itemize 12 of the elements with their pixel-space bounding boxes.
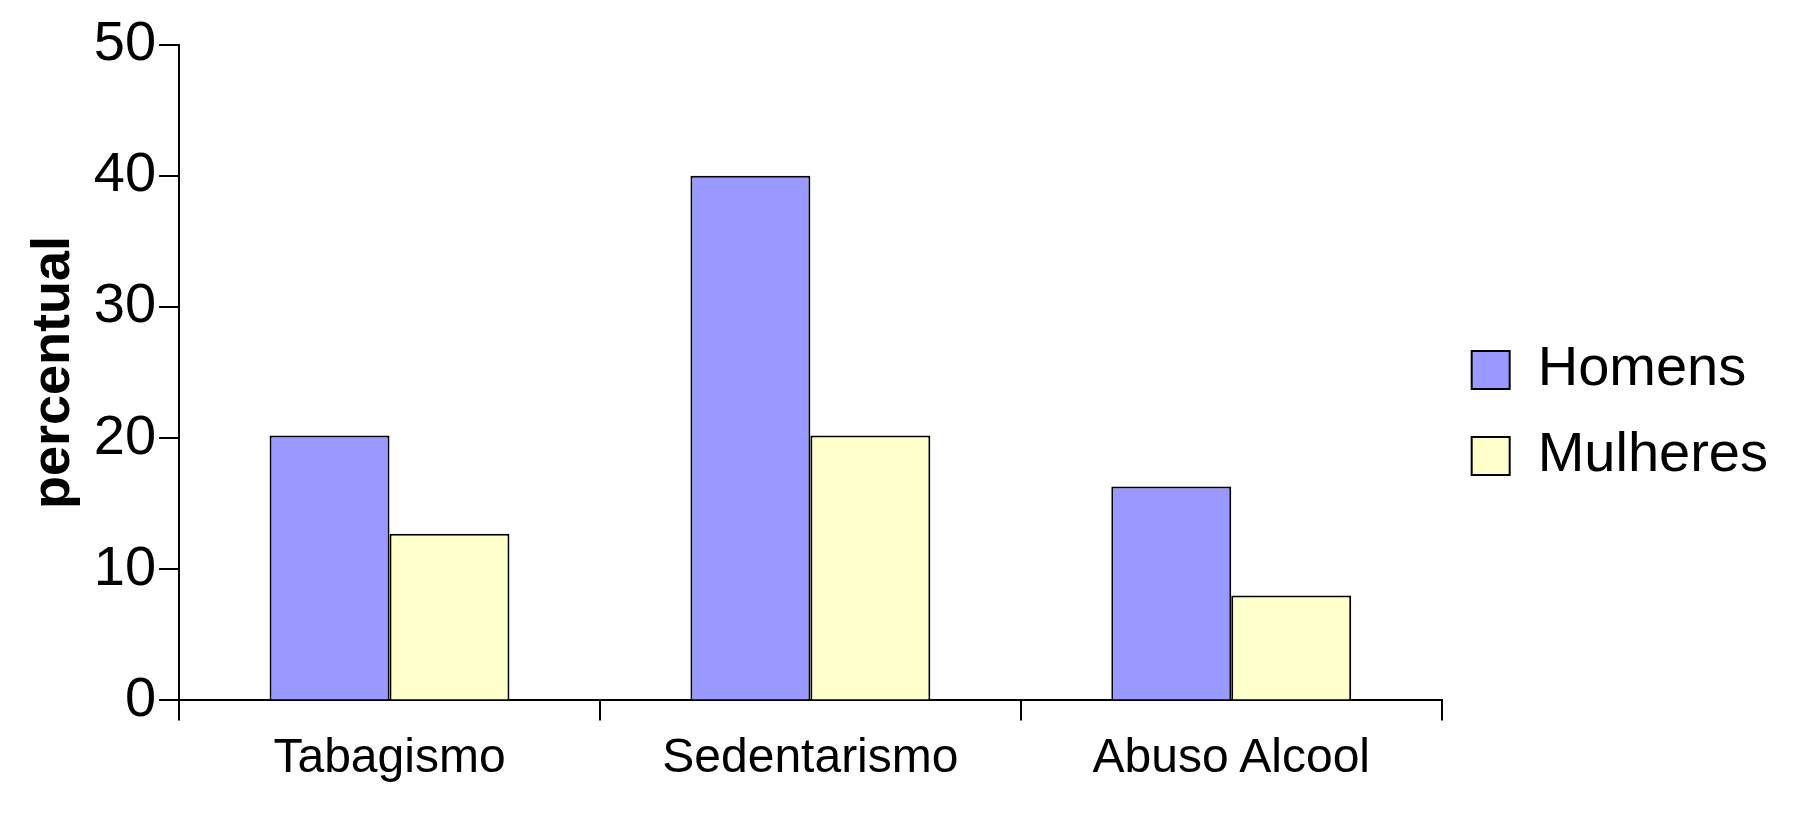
legend-label: Mulheres [1537,420,1769,484]
y-tick-label: 40 [93,140,157,204]
y-tick-label: 30 [93,271,157,335]
y-axis-title: percentual [20,235,81,510]
legend-label: Homens [1537,334,1747,398]
x-tick-label: Tabagismo [273,729,506,783]
y-tick-label: 20 [93,402,157,466]
y-tick-label: 50 [93,9,157,73]
y-tick-label: 0 [124,664,157,728]
x-tick-label: Abuso Alcool [1092,729,1371,783]
y-tick-label: 10 [93,533,157,597]
x-tick-label: Sedentarismo [662,729,959,783]
